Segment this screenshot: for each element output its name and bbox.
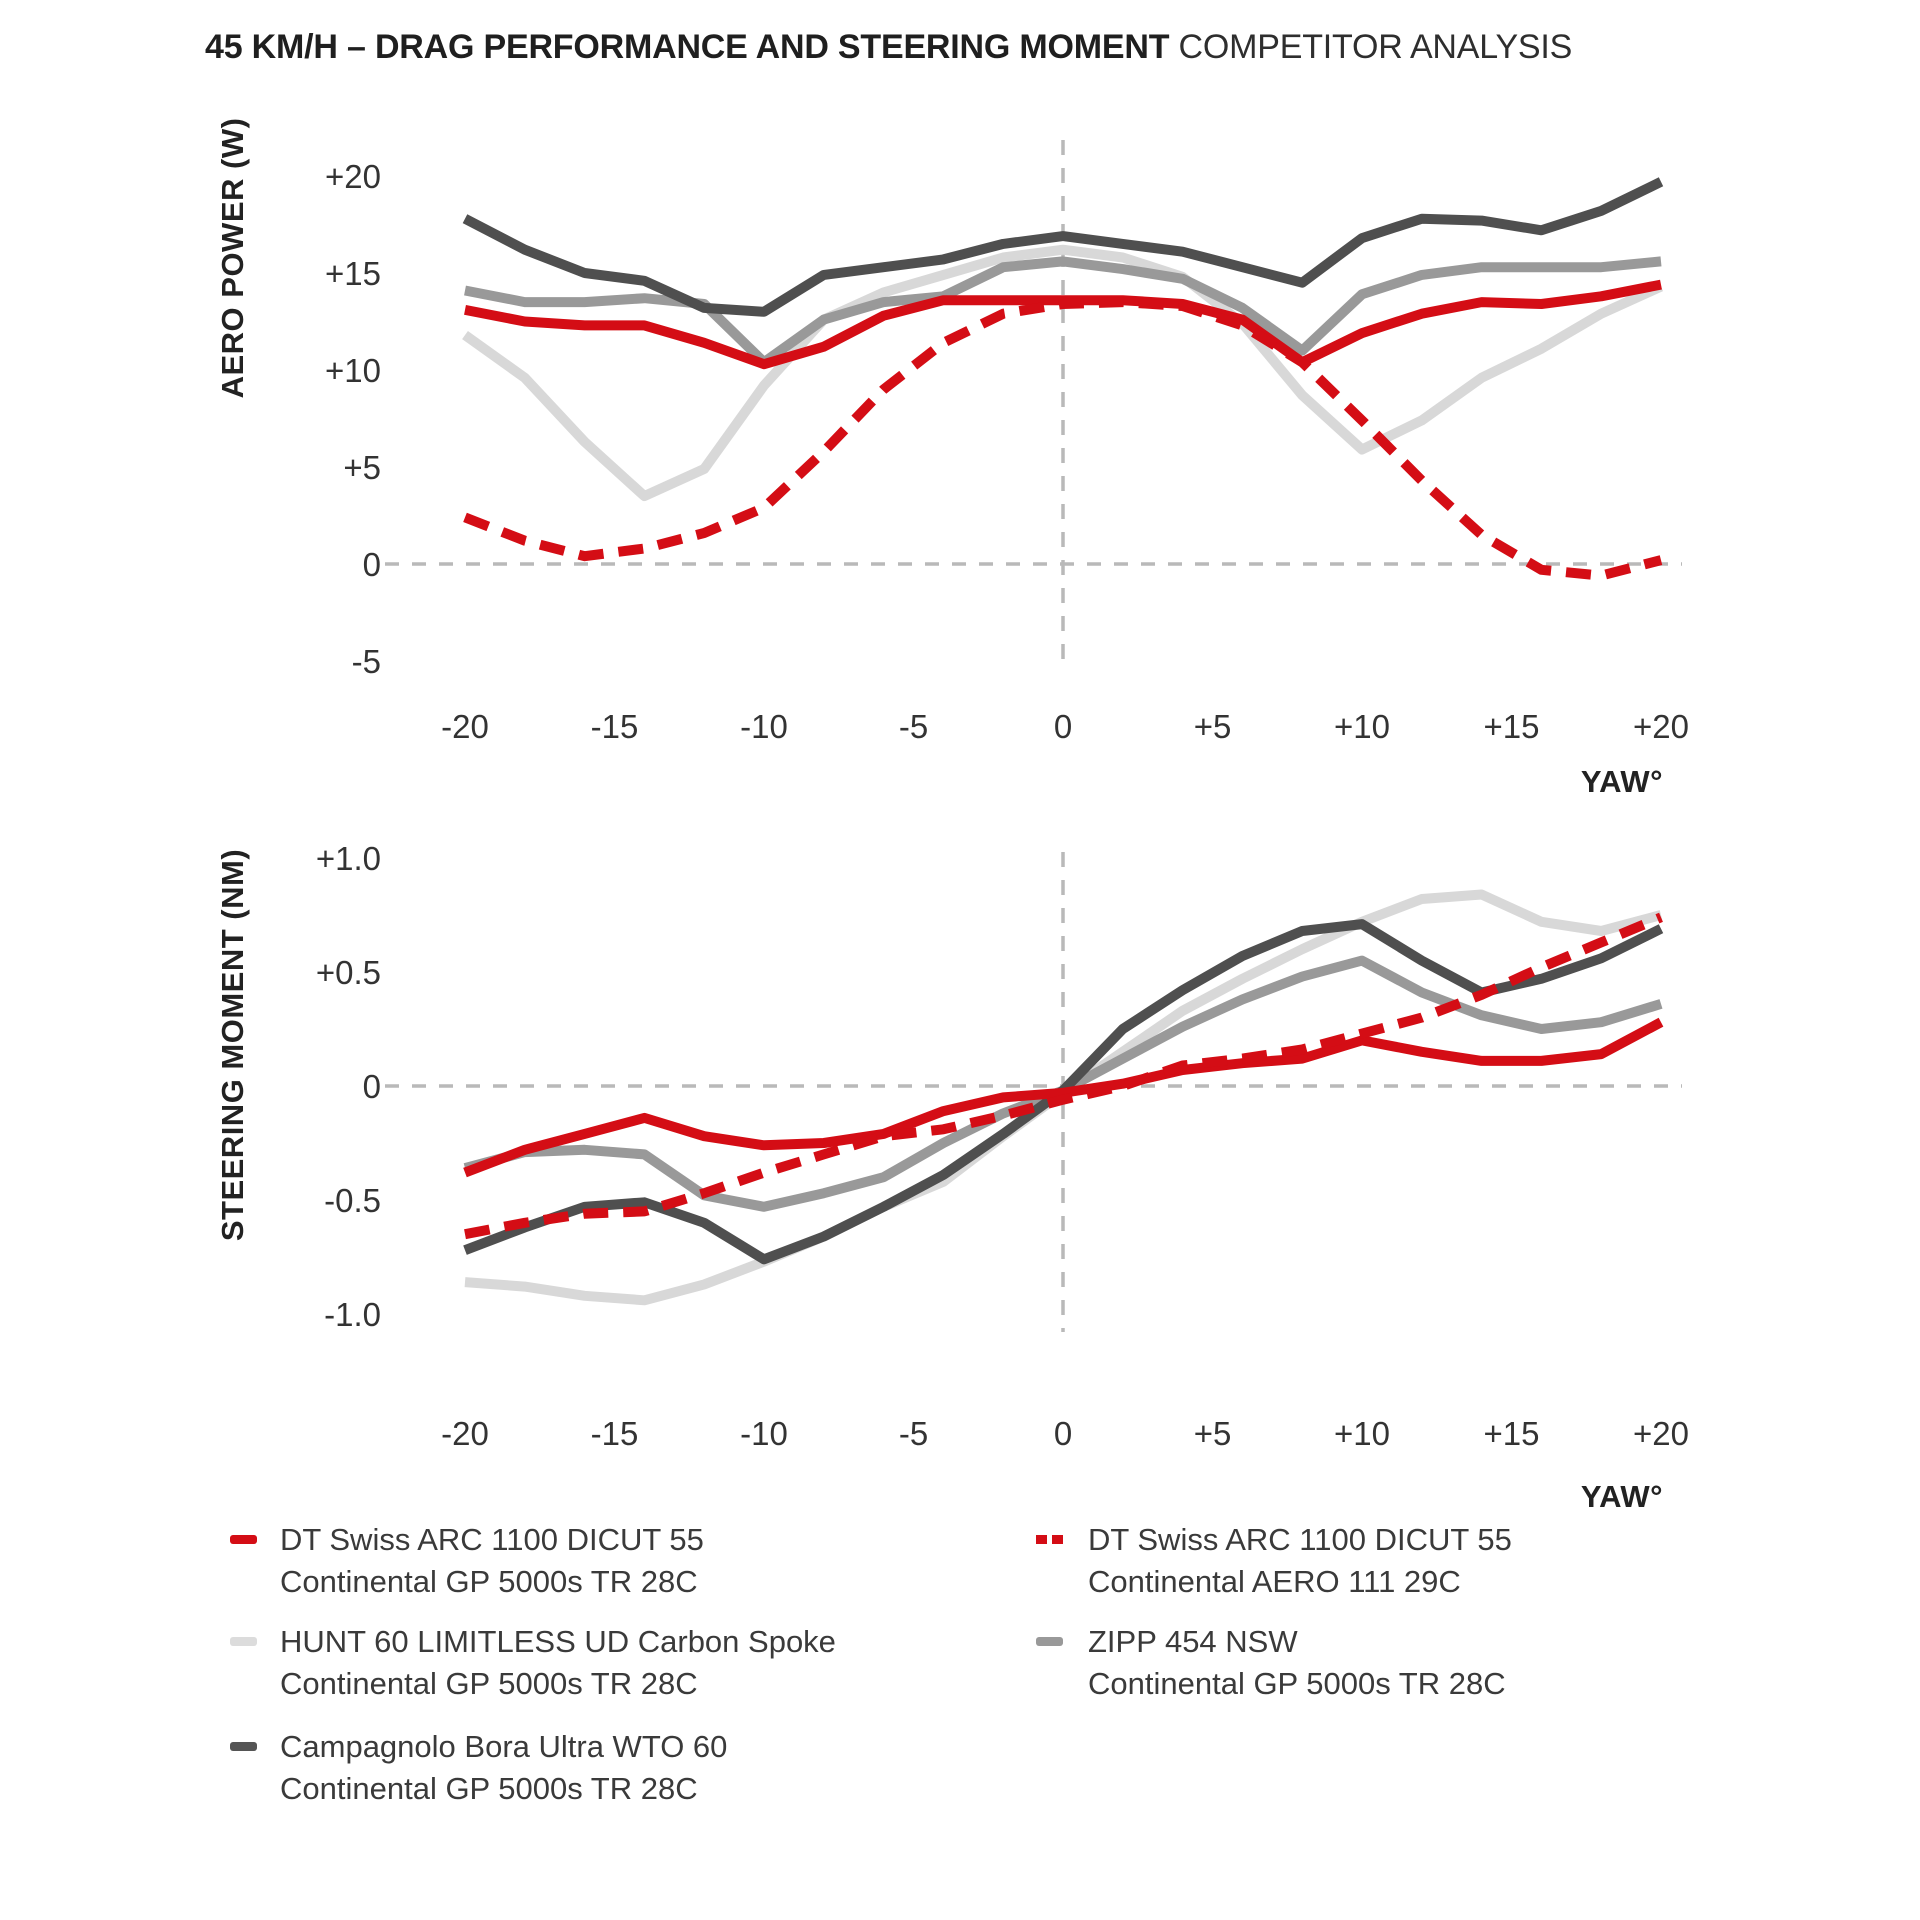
chart-0: -20 -15 -10 -5 0 +5 +10 +15 +20 +20 +15 +10 +5 0 -5 (325, 140, 1689, 745)
y-tick-label: +0.5 (316, 954, 381, 991)
y-tick-label: 0 (363, 546, 381, 583)
legend-swatch-lightgray-solid (230, 1637, 257, 1646)
page-title-light: COMPETITOR ANALYSIS (1178, 28, 1573, 66)
series-line (463, 297, 1663, 581)
x-tick-label: +10 (1334, 1415, 1390, 1452)
x-tick-label: -5 (899, 708, 928, 745)
x-tick-label: 0 (1054, 1415, 1072, 1452)
legend-line1: Campagnolo Bora Ultra WTO 60 (280, 1729, 728, 1764)
legend-label: DT Swiss ARC 1100 DICUT 55 Continental G… (280, 1519, 704, 1603)
legend-line1: HUNT 60 LIMITLESS UD Carbon Spoke (280, 1624, 836, 1659)
series-line (462, 244, 1664, 502)
x-tick-label: +20 (1633, 1415, 1689, 1452)
x-tick-label: +10 (1334, 708, 1390, 745)
y-tick-label: +10 (325, 352, 381, 389)
legend-line1: DT Swiss ARC 1100 DICUT 55 (1088, 1522, 1512, 1557)
series-line (463, 1017, 1664, 1178)
legend-swatch-darkgray-solid (230, 1742, 257, 1751)
legend-swatch-red-solid (230, 1535, 257, 1544)
y-tick-label: +20 (325, 158, 381, 195)
aero-power-axis-title: AERO POWER (W) (215, 117, 250, 399)
y-tick-label: -1.0 (324, 1296, 381, 1333)
y-tick-label: 0 (363, 1068, 381, 1105)
y-tick-label: -0.5 (324, 1182, 381, 1219)
x-tick-label: +5 (1194, 1415, 1232, 1452)
legend-swatch-red-dashed (1036, 1535, 1063, 1544)
legend-line2: Continental GP 5000s TR 28C (280, 1666, 698, 1701)
legend-label: ZIPP 454 NSW Continental GP 5000s TR 28C (1088, 1621, 1506, 1705)
series-line (464, 256, 1662, 368)
x-tick-label: -15 (591, 1415, 639, 1452)
legend-line2: Continental GP 5000s TR 28C (1088, 1666, 1506, 1701)
page-title-bold: 45 KM/H – DRAG PERFORMANCE AND STEERING … (205, 28, 1170, 66)
x-tick-label: 0 (1054, 708, 1072, 745)
x-tick-label: +20 (1633, 708, 1689, 745)
yaw-axis-title-bottom: YAW° (1580, 1479, 1663, 1514)
x-tick-label: -20 (441, 708, 489, 745)
x-tick-label: -10 (740, 1415, 788, 1452)
y-tick-label: +15 (325, 255, 381, 292)
x-tick-label: +5 (1194, 708, 1232, 745)
legend-line2: Continental AERO 111 29C (1088, 1564, 1461, 1599)
legend-line2: Continental GP 5000s TR 28C (280, 1771, 698, 1806)
legend-line1: DT Swiss ARC 1100 DICUT 55 (280, 1522, 704, 1557)
page-title: 45 KM/H – DRAG PERFORMANCE AND STEERING … (205, 28, 1572, 67)
x-tick-label: +15 (1484, 1415, 1540, 1452)
y-tick-label: +1.0 (316, 840, 381, 877)
x-tick-label: -20 (441, 1415, 489, 1452)
x-tick-label: -5 (899, 1415, 928, 1452)
yaw-axis-title-top: YAW° (1580, 764, 1663, 799)
x-tick-label: +15 (1484, 708, 1540, 745)
steering-moment-axis-title: STEERING MOMENT (NM) (215, 848, 250, 1242)
legend-label: HUNT 60 LIMITLESS UD Carbon Spoke Contin… (280, 1621, 836, 1705)
legend-swatch-gray-solid (1036, 1637, 1063, 1646)
x-tick-label: -15 (591, 708, 639, 745)
y-tick-label: +5 (343, 449, 381, 486)
chart-1: -20 -15 -10 -5 0 +5 +10 +15 +20 +1.0 +0.5 0 -0.5 -1.0 (316, 840, 1689, 1452)
legend-line1: ZIPP 454 NSW (1088, 1624, 1298, 1659)
legend-label: DT Swiss ARC 1100 DICUT 55 Continental A… (1088, 1519, 1512, 1603)
series-line (462, 177, 1664, 317)
x-tick-label: -10 (740, 708, 788, 745)
legend-label: Campagnolo Bora Ultra WTO 60 Continental… (280, 1726, 727, 1810)
series-line (464, 912, 1663, 1240)
y-tick-label: -5 (352, 643, 381, 680)
legend-line2: Continental GP 5000s TR 28C (280, 1564, 698, 1599)
